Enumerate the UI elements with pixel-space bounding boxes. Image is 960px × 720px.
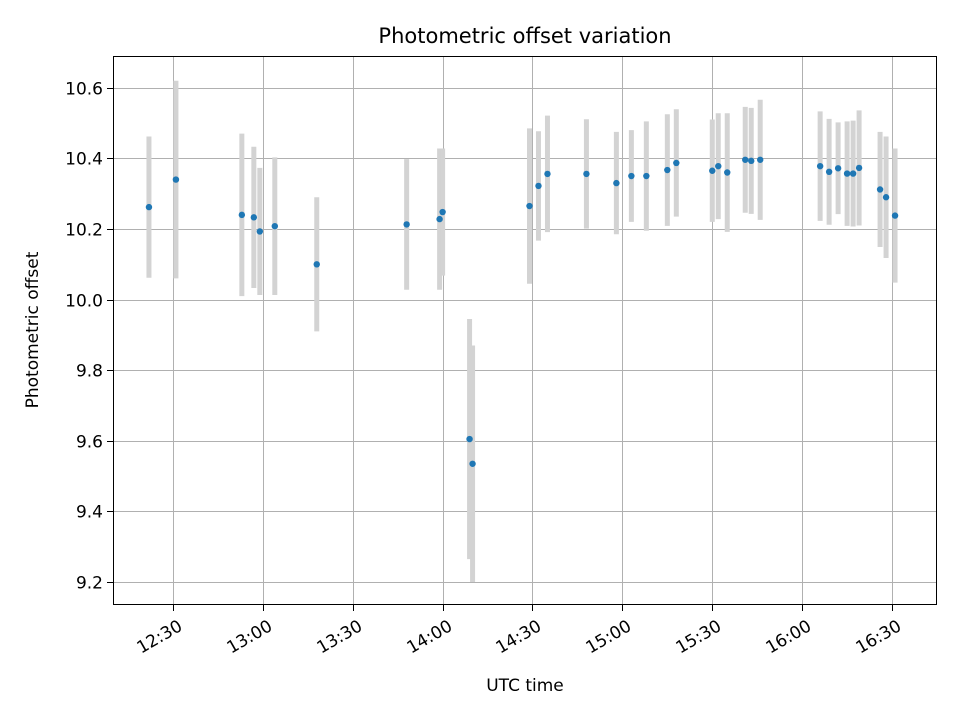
y-tick-label: 10.4 <box>65 150 103 170</box>
y-tick-label: 9.6 <box>76 433 103 453</box>
y-tick-label: 9.8 <box>76 362 103 382</box>
data-point <box>613 179 620 187</box>
data-point <box>816 162 824 170</box>
data-point <box>628 172 635 180</box>
x-tick-label: 15:00 <box>583 616 635 658</box>
data-point <box>535 182 542 190</box>
x-tick-label: 13:30 <box>314 616 366 658</box>
y-tick-label: 10.0 <box>65 292 103 312</box>
x-axis-label: UTC time <box>486 676 564 696</box>
data-point <box>466 435 473 443</box>
chart-title: Photometric offset variation <box>378 24 671 48</box>
data-point <box>825 168 833 176</box>
data-point <box>664 166 671 174</box>
data-point <box>403 221 410 228</box>
data-point <box>673 159 680 167</box>
data-point <box>876 186 884 193</box>
data-points <box>145 156 899 467</box>
data-point <box>172 176 180 183</box>
data-point <box>715 162 722 170</box>
data-point <box>882 194 890 201</box>
y-axis-label: Photometric offset <box>23 251 43 408</box>
y-tick-label: 9.4 <box>76 503 103 523</box>
data-point <box>436 215 443 223</box>
data-point <box>526 202 533 210</box>
data-point <box>238 211 246 219</box>
data-point <box>271 222 279 230</box>
data-point <box>250 214 258 221</box>
y-tick-label: 10.6 <box>65 80 103 100</box>
data-point <box>891 212 899 219</box>
y-tick-label: 9.2 <box>76 574 103 594</box>
data-point <box>313 261 320 268</box>
data-point <box>583 170 590 178</box>
x-tick-label: 16:00 <box>763 616 815 658</box>
data-point <box>849 170 857 177</box>
y-axis-ticks: 9.2 9.4 9.6 9.8 10.0 10.2 10.4 10.6 <box>65 80 113 594</box>
data-point <box>855 164 863 172</box>
data-point <box>742 156 749 163</box>
data-point <box>843 170 851 177</box>
x-tick-label: 15:30 <box>673 616 725 658</box>
x-axis-ticks: 12:30 13:00 13:30 14:00 14:30 15:00 15:30 16:00… <box>134 605 905 658</box>
data-point <box>469 460 476 467</box>
data-point <box>834 165 842 172</box>
data-point <box>757 156 764 163</box>
x-tick-label: 14:00 <box>404 616 456 658</box>
y-tick-label: 10.2 <box>65 221 103 241</box>
data-point <box>748 157 755 165</box>
x-tick-label: 16:30 <box>853 616 905 658</box>
error-bars <box>146 80 898 583</box>
data-point <box>724 169 731 176</box>
data-point <box>256 228 264 235</box>
data-point <box>544 170 551 178</box>
x-tick-label: 13:00 <box>224 616 276 658</box>
data-point <box>643 172 650 180</box>
grid <box>113 56 937 605</box>
x-tick-label: 14:30 <box>493 616 545 658</box>
data-point <box>145 203 153 211</box>
data-point <box>709 167 716 174</box>
plot-frame <box>113 56 937 605</box>
data-point <box>439 208 446 216</box>
x-tick-label: 12:30 <box>134 616 186 658</box>
